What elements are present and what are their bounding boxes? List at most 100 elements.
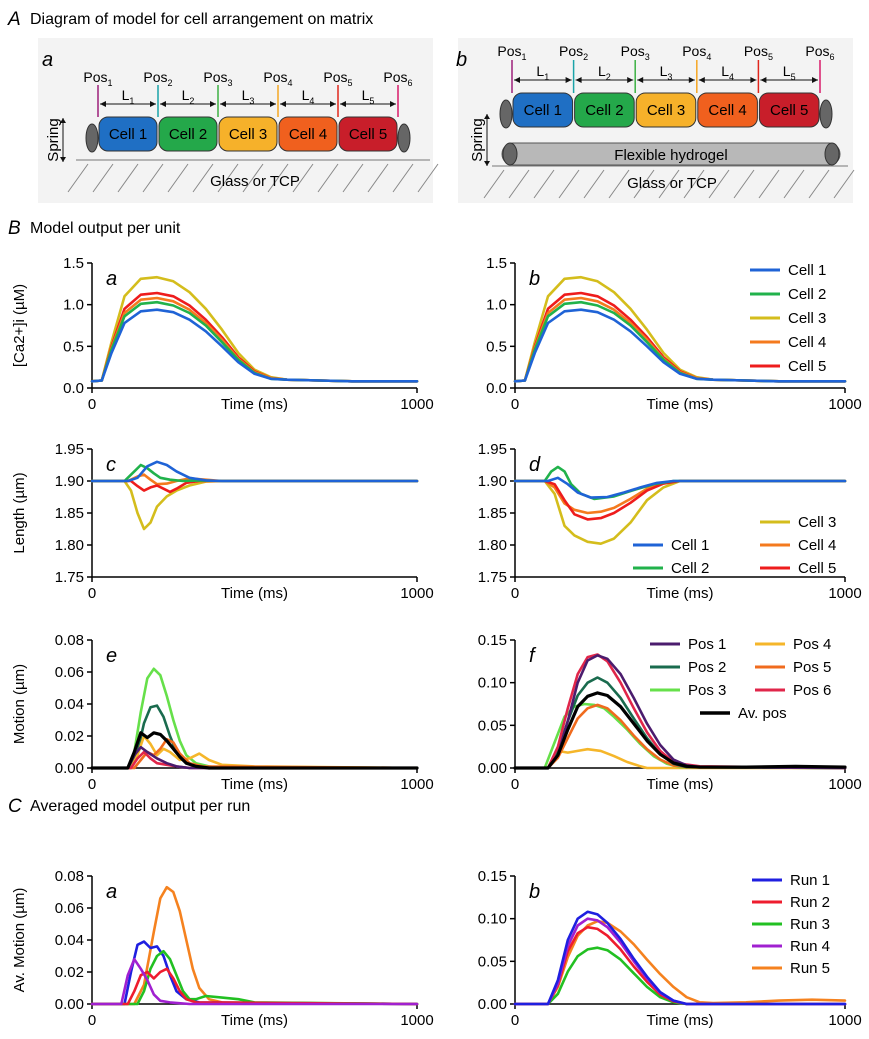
- side-spring: [499, 99, 513, 129]
- panel-label: d: [529, 454, 541, 476]
- series-line-run-4: [90, 957, 419, 1006]
- pos-label: Pos6: [383, 69, 412, 88]
- diagram-b-label: b: [456, 49, 467, 71]
- series-line-av-pos: [513, 691, 847, 770]
- legend-label: Cell 3: [798, 514, 836, 531]
- length-arrowhead: [390, 101, 396, 107]
- spring-arrowhead: [484, 161, 490, 166]
- ground-hatch: [708, 169, 730, 199]
- ground-hatch: [583, 169, 605, 199]
- series-line-run-3: [513, 946, 847, 1006]
- legend-label: Cell 4: [798, 537, 836, 554]
- series-line-cell-5: [90, 479, 419, 494]
- legend-label: Cell 5: [798, 560, 836, 577]
- legend-label: Cell 4: [788, 334, 826, 351]
- chart-Bc: 1.75 1.80 1.85 1.90 1.95 0 1000 Time (ms) Length…: [11, 441, 434, 602]
- y-tick-label: 1.95: [478, 441, 507, 458]
- spring-arrowhead: [60, 118, 66, 123]
- hydrogel-spring: [824, 142, 840, 166]
- cell-label: Cell 4: [708, 102, 746, 119]
- ground-hatch: [483, 169, 505, 199]
- length-arrowhead: [514, 77, 520, 83]
- ground-hatch: [142, 163, 164, 193]
- legend-label: Run 4: [790, 938, 830, 955]
- length-arrowhead: [698, 77, 705, 83]
- y-tick-label: 0.00: [478, 996, 507, 1013]
- length-arrowhead: [100, 101, 106, 107]
- cell-label: Cell 5: [349, 126, 387, 143]
- legend-label: Pos 2: [688, 659, 726, 676]
- legend-label: Cell 2: [671, 560, 709, 577]
- chart-Bf: 0.00 0.05 0.10 0.15 0 1000 Time (ms) f Pos 1 Pos …: [478, 632, 862, 793]
- panel-label: e: [106, 645, 117, 667]
- length-arrowhead: [160, 101, 166, 107]
- y-tick-label: 1.80: [478, 537, 507, 554]
- ground-hatch: [783, 169, 805, 199]
- x-tick-label: 0: [511, 1012, 519, 1029]
- x-axis-label: Time (ms): [221, 776, 288, 793]
- legend-label: Pos 3: [688, 682, 726, 699]
- panel-label: f: [529, 645, 537, 667]
- ground-hatch: [292, 163, 314, 193]
- legend-label: Av. pos: [738, 705, 787, 722]
- side-spring: [819, 99, 833, 129]
- x-tick-label: 1000: [828, 1012, 861, 1029]
- pos-label: Pos5: [323, 69, 352, 88]
- section-a-letter: A: [7, 9, 21, 30]
- series-line-cell-4: [90, 473, 419, 486]
- y-tick-label: 1.90: [478, 473, 507, 490]
- cell-label: Cell 2: [169, 126, 207, 143]
- substrate-label: Glass or TCP: [210, 173, 300, 190]
- ground-hatch: [342, 163, 364, 193]
- pos-label: Pos4: [682, 43, 711, 62]
- y-tick-label: 1.85: [55, 505, 84, 522]
- length-arrowhead: [812, 77, 818, 83]
- panel-label: a: [106, 881, 117, 903]
- chart-Be: 0.00 0.02 0.04 0.06 0.08 0 1000 Time (ms) Motion…: [11, 632, 434, 793]
- ground-hatch: [658, 169, 680, 199]
- diagram-a-label: a: [42, 49, 53, 71]
- series-line-run-1: [513, 910, 847, 1006]
- ground-hatch: [317, 163, 339, 193]
- ground-hatch: [758, 169, 780, 199]
- cell-4: [697, 92, 758, 128]
- length-arrowhead: [760, 77, 767, 83]
- length-arrowhead: [330, 101, 336, 107]
- y-tick-label: 0.05: [478, 953, 507, 970]
- cell-3: [218, 116, 278, 152]
- section-b-letter: B: [8, 218, 21, 239]
- cell-2: [158, 116, 218, 152]
- length-arrowhead: [637, 77, 644, 83]
- pos-label: Pos2: [559, 43, 588, 62]
- series-line-cell-1: [513, 308, 847, 383]
- cell-5: [758, 92, 820, 128]
- length-label: L2: [182, 87, 195, 106]
- series-line-cell-4: [513, 479, 847, 515]
- y-tick-label: 0.10: [478, 911, 507, 928]
- length-label: L4: [721, 63, 734, 82]
- series-line-cell-1: [90, 308, 419, 383]
- series-line-run-1: [90, 940, 419, 1006]
- y-tick-label: 0.5: [486, 338, 507, 355]
- ground-hatch: [533, 169, 555, 199]
- series-line-run-5: [90, 885, 419, 1006]
- ground-hatch: [633, 169, 655, 199]
- ground-hatch: [267, 163, 289, 193]
- spring-label: Spring: [45, 118, 62, 161]
- y-tick-label: 1.90: [55, 473, 84, 490]
- x-tick-label: 0: [511, 776, 519, 793]
- x-axis-label: Time (ms): [647, 585, 714, 602]
- length-arrowhead: [688, 77, 695, 83]
- y-tick-label: 0.15: [478, 868, 507, 885]
- length-label: L5: [362, 87, 375, 106]
- y-tick-label: 0.06: [55, 664, 84, 681]
- length-arrowhead: [280, 101, 286, 107]
- ground-hatch: [392, 163, 414, 193]
- x-tick-label: 1000: [400, 776, 433, 793]
- x-axis-label: Time (ms): [221, 585, 288, 602]
- x-tick-label: 1000: [400, 1012, 433, 1029]
- legend-label: Pos 5: [793, 659, 831, 676]
- length-label: L3: [660, 63, 673, 82]
- x-tick-label: 1000: [828, 396, 861, 413]
